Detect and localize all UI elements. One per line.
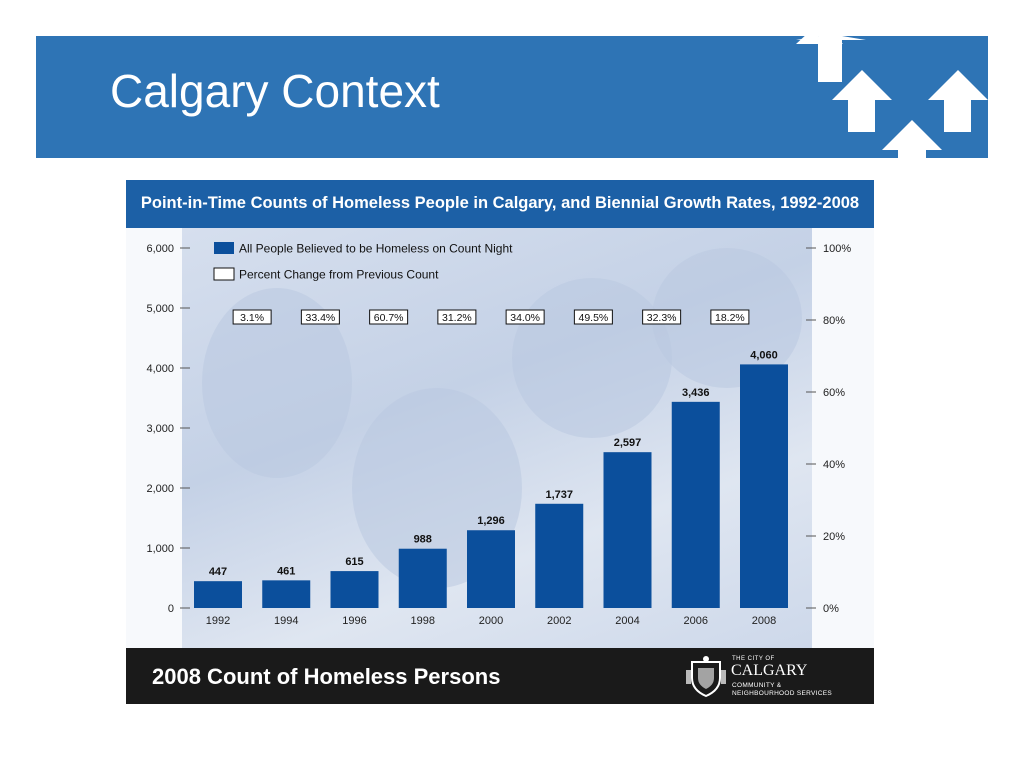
y2-tick-label: 0% <box>823 603 839 615</box>
arrow-up-icon <box>832 70 892 132</box>
bar <box>740 364 788 608</box>
x-tick-label: 1998 <box>411 615 435 627</box>
bar-value-label: 615 <box>345 556 363 568</box>
x-tick-label: 2008 <box>752 615 776 627</box>
y2-tick-label: 40% <box>823 459 845 471</box>
percent-change-box <box>437 309 477 325</box>
legend-label-bars: All People Believed to be Homeless on Co… <box>239 242 513 256</box>
org-name: CALGARY <box>731 662 808 679</box>
y2-tick-label: 20% <box>823 531 845 543</box>
x-tick-label: 2004 <box>615 615 639 627</box>
bar-value-label: 1,737 <box>545 489 573 501</box>
percent-change-label: 33.4% <box>305 312 335 324</box>
bar <box>467 530 515 608</box>
bar-value-label: 461 <box>277 565 295 577</box>
percent-change-label: 49.5% <box>578 312 608 324</box>
bar <box>603 452 652 608</box>
percent-change-label: 18.2% <box>715 312 745 324</box>
footer-title: 2008 Count of Homeless Persons <box>152 664 501 689</box>
x-tick-label: 2006 <box>684 615 708 627</box>
percent-change-label: 31.2% <box>442 312 472 324</box>
decorative-arrows <box>796 36 988 158</box>
chart-figure: Point-in-Time Counts of Homeless People … <box>126 180 874 704</box>
bar <box>262 580 311 608</box>
city-crest-icon <box>686 656 726 698</box>
footer-bar: 2008 Count of Homeless Persons THE CITY … <box>126 648 874 704</box>
bar-value-label: 4,060 <box>750 349 778 361</box>
chart-svg: 0 1,000 2,000 3,000 4,000 5,000 6,000 0% 20% 40% 6… <box>146 242 851 628</box>
y-tick-label: 3,000 <box>146 423 174 435</box>
y-tick-label: 6,000 <box>146 243 174 255</box>
bar-value-label: 447 <box>209 566 227 578</box>
percent-change-box <box>369 309 409 325</box>
percent-change-box <box>710 309 750 325</box>
y-tick-label: 4,000 <box>146 363 174 375</box>
arrow-up-icon <box>882 120 942 158</box>
y-tick-label: 2,000 <box>146 483 174 495</box>
bar <box>330 571 379 608</box>
bar-value-label: 2,597 <box>614 437 642 449</box>
y-tick-label: 1,000 <box>146 543 174 555</box>
y-tick-label: 5,000 <box>146 303 174 315</box>
x-tick-label: 1994 <box>274 615 298 627</box>
y2-tick-label: 100% <box>823 243 851 255</box>
percent-change-label: 32.3% <box>647 312 677 324</box>
bar-value-label: 1,296 <box>477 515 505 527</box>
x-tick-label: 2002 <box>547 615 571 627</box>
chart-title: Point-in-Time Counts of Homeless People … <box>140 194 860 212</box>
bar <box>194 581 242 608</box>
percent-change-box <box>232 309 272 325</box>
chart-title-bar: Point-in-Time Counts of Homeless People … <box>126 180 874 228</box>
arrow-up-icon <box>796 36 866 82</box>
org-department: COMMUNITY & NEIGHBOURHOOD SERVICES <box>732 682 832 698</box>
org-department-line-1: COMMUNITY & <box>732 682 782 689</box>
slide-title: Calgary Context <box>110 65 440 117</box>
percent-change-box <box>642 309 682 325</box>
x-tick-label: 1992 <box>206 615 230 627</box>
percent-change-label: 3.1% <box>240 312 264 324</box>
bar <box>398 548 447 608</box>
slide-header: Calgary Context <box>36 36 988 158</box>
bar <box>671 401 720 608</box>
percent-change-label: 34.0% <box>510 312 540 324</box>
legend-swatch-bars <box>214 242 234 254</box>
percent-change-box <box>300 309 340 325</box>
org-department-line-2: NEIGHBOURHOOD SERVICES <box>732 690 833 697</box>
arrow-up-icon <box>928 70 988 132</box>
x-tick-label: 2000 <box>479 615 503 627</box>
y2-tick-label: 80% <box>823 315 845 327</box>
bar-value-label: 3,436 <box>682 387 710 399</box>
legend-swatch-percent <box>213 267 235 281</box>
y-tick-label: 0 <box>168 603 174 615</box>
org-prefix: THE CITY OF <box>732 656 775 662</box>
y2-tick-label: 60% <box>823 387 845 399</box>
percent-change-box <box>505 309 545 325</box>
percent-change-label: 60.7% <box>374 312 404 324</box>
bar <box>535 503 584 608</box>
legend-label-percent: Percent Change from Previous Count <box>239 268 439 282</box>
x-tick-label: 1996 <box>342 615 366 627</box>
bar-value-label: 988 <box>414 534 432 546</box>
percent-change-box <box>573 309 613 325</box>
